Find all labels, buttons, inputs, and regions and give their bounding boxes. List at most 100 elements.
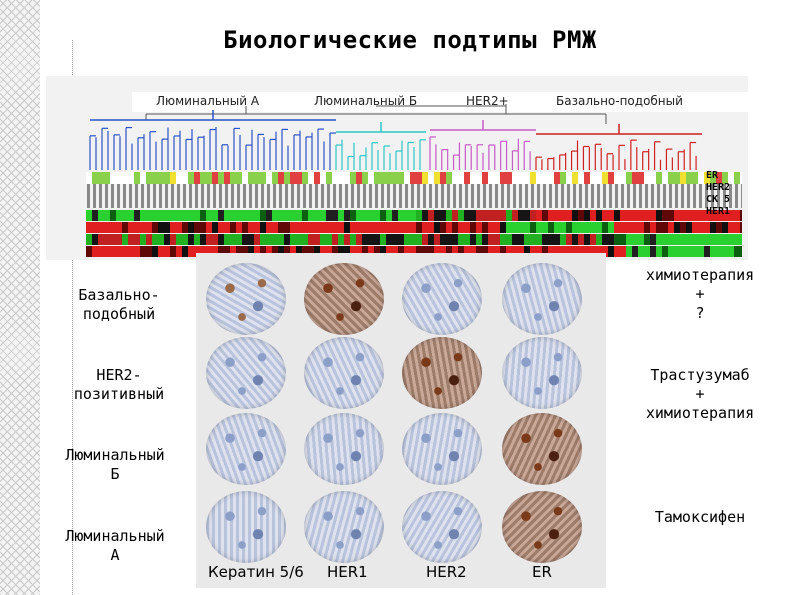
- heatmap-cell: [668, 246, 674, 257]
- sample-color-tag: [584, 172, 590, 184]
- heatmap-cell: [578, 246, 584, 257]
- heatmap-cell: [536, 210, 542, 221]
- heatmap-cell: [104, 234, 110, 245]
- sample-color-tag: [422, 172, 428, 184]
- heatmap-cell: [614, 246, 620, 257]
- sample-color-tag: [614, 172, 620, 184]
- heatmap-cell: [176, 222, 182, 233]
- marker-heatmap: [86, 210, 742, 257]
- sample-id-glyph: [501, 184, 504, 208]
- heatmap-cell: [248, 210, 254, 221]
- heatmap-cell: [464, 234, 470, 245]
- row-label-luminal-a: Люминальный А: [65, 527, 165, 564]
- heatmap-cell: [710, 246, 716, 257]
- heatmap-cell: [338, 246, 344, 257]
- heatmap-cell: [146, 210, 152, 221]
- sample-color-tag: [554, 172, 560, 184]
- heatmap-cell: [158, 234, 164, 245]
- sample-id-glyph: [369, 184, 372, 208]
- heatmap-cell: [380, 246, 386, 257]
- sample-color-tag: [404, 172, 410, 184]
- sample-color-tag: [626, 172, 632, 184]
- heatmap-cell: [224, 234, 230, 245]
- heatmap-cell: [476, 246, 482, 257]
- heatmap-cell: [680, 246, 686, 257]
- sample-color-tag: [182, 172, 188, 184]
- sample-color-tag: [590, 172, 596, 184]
- heatmap-cell: [188, 222, 194, 233]
- sample-color-tag: [338, 172, 344, 184]
- heatmap-cell: [458, 222, 464, 233]
- sample-color-tag: [440, 172, 446, 184]
- sample-color-tag: [284, 172, 290, 184]
- sample-color-tag: [398, 172, 404, 184]
- sample-color-tag: [434, 172, 440, 184]
- heatmap-cell: [728, 222, 734, 233]
- heatmap-cell: [200, 222, 206, 233]
- tissue-core: [304, 263, 384, 335]
- heatmap-cell: [140, 234, 146, 245]
- heatmap-cell: [350, 210, 356, 221]
- sample-color-tag: [134, 172, 140, 184]
- heatmap-cell: [326, 210, 332, 221]
- sample-color-tag: [596, 172, 602, 184]
- heatmap-cell: [206, 234, 212, 245]
- sample-id-glyph: [687, 184, 690, 208]
- heatmap-cell: [572, 210, 578, 221]
- heatmap-cell: [458, 234, 464, 245]
- heatmap-cell: [392, 234, 398, 245]
- heatmap-cell: [644, 234, 650, 245]
- sample-id-glyph: [105, 184, 108, 208]
- heatmap-cell: [566, 222, 572, 233]
- sample-id-glyph: [705, 184, 708, 208]
- heatmap-cell: [116, 222, 122, 233]
- sample-color-tag: [644, 172, 650, 184]
- sample-color-tag: [446, 172, 452, 184]
- heatmap-cell: [692, 222, 698, 233]
- heatmap-cell: [410, 210, 416, 221]
- tissue-core: [402, 413, 482, 485]
- heatmap-cell: [482, 234, 488, 245]
- sample-color-tag: [602, 172, 608, 184]
- sample-id-glyph: [321, 184, 324, 208]
- sample-id-glyph: [615, 184, 618, 208]
- heatmap-cell: [314, 210, 320, 221]
- heatmap-cell: [368, 210, 374, 221]
- heatmap-cell: [662, 234, 668, 245]
- heatmap-cell: [86, 222, 92, 233]
- heatmap-cell: [476, 222, 482, 233]
- heatmap-cell: [308, 210, 314, 221]
- heatmap-cell: [704, 210, 710, 221]
- heatmap-cell: [446, 222, 452, 233]
- sample-id-glyph: [165, 184, 168, 208]
- sample-color-tag: [494, 172, 500, 184]
- sample-id-glyph: [627, 184, 630, 208]
- sample-color-tag: [248, 172, 254, 184]
- sample-id-glyph: [159, 184, 162, 208]
- heatmap-cell: [398, 222, 404, 233]
- gene-label-strip: [86, 172, 742, 208]
- heatmap-cell: [632, 222, 638, 233]
- sample-color-tag: [320, 172, 326, 184]
- heatmap-cell: [194, 246, 200, 257]
- heatmap-cell: [182, 210, 188, 221]
- heatmap-cell: [392, 246, 398, 257]
- col-label-keratin: Кератин 5/6: [208, 563, 304, 581]
- heatmap-cell: [722, 246, 728, 257]
- sample-color-tag: [428, 172, 434, 184]
- heatmap-cell: [296, 222, 302, 233]
- heatmap-cell: [458, 210, 464, 221]
- sample-color-tag: [128, 172, 134, 184]
- heatmap-cell: [116, 234, 122, 245]
- heatmap-cell: [578, 222, 584, 233]
- heatmap-cell: [350, 234, 356, 245]
- heatmap-cell: [308, 222, 314, 233]
- heatmap-cell: [398, 246, 404, 257]
- heatmap-cell: [320, 210, 326, 221]
- sample-color-tag: [710, 172, 716, 184]
- heatmap-cell: [260, 234, 266, 245]
- heatmap-cell: [260, 210, 266, 221]
- heatmap-cell: [566, 246, 572, 257]
- tissue-core: [502, 263, 582, 335]
- heatmap-cell: [524, 222, 530, 233]
